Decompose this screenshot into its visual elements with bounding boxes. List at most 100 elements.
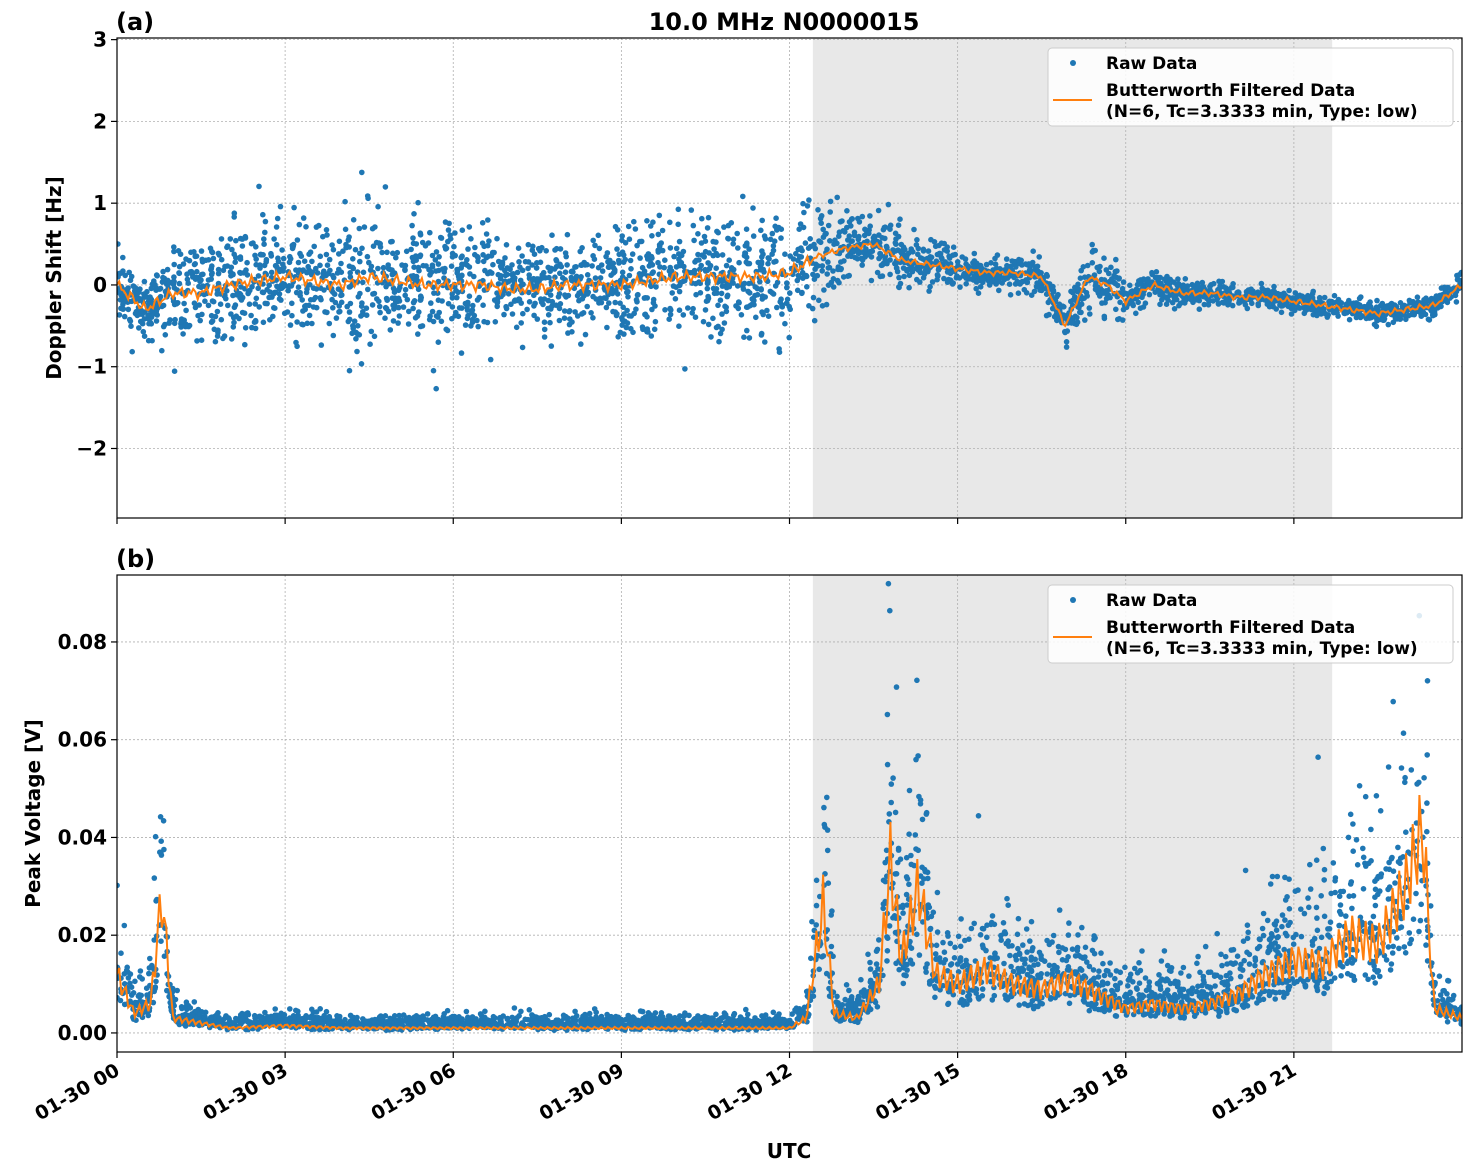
raw-point <box>610 309 616 315</box>
raw-point <box>118 306 124 312</box>
raw-point <box>356 294 362 300</box>
raw-point <box>225 303 231 309</box>
raw-point <box>804 284 810 290</box>
raw-point <box>428 300 434 306</box>
raw-point <box>596 233 602 239</box>
raw-point <box>177 281 183 287</box>
raw-point <box>412 298 418 304</box>
raw-point <box>219 236 225 242</box>
raw-point <box>152 282 158 288</box>
y-tick-label: 0 <box>93 273 107 297</box>
raw-point <box>556 294 562 300</box>
raw-point <box>602 295 608 301</box>
raw-point <box>1159 958 1165 964</box>
raw-point <box>252 253 258 259</box>
raw-point <box>951 244 957 250</box>
raw-point <box>631 311 637 317</box>
raw-point <box>348 301 354 307</box>
raw-point <box>1113 269 1119 275</box>
raw-point <box>231 315 237 321</box>
raw-point <box>365 254 371 260</box>
raw-point <box>657 264 663 270</box>
raw-point <box>1097 293 1103 299</box>
raw-point <box>1386 322 1392 328</box>
legend-entry: Raw Data <box>1106 54 1197 74</box>
raw-point <box>189 269 195 275</box>
raw-point <box>971 921 977 927</box>
raw-point <box>452 230 458 236</box>
raw-point <box>1265 301 1271 307</box>
raw-point <box>1044 272 1050 278</box>
raw-point <box>1283 931 1289 937</box>
raw-point <box>1338 902 1344 908</box>
raw-point <box>231 324 237 330</box>
raw-point <box>1027 938 1033 944</box>
raw-point <box>552 247 558 253</box>
raw-point <box>359 300 365 306</box>
raw-point <box>887 225 893 231</box>
raw-point <box>458 255 464 261</box>
y-axis-label: Doppler Shift [Hz] <box>42 176 66 380</box>
raw-point <box>1089 242 1095 248</box>
raw-point <box>793 251 799 257</box>
raw-point <box>1047 963 1053 969</box>
raw-point <box>901 274 907 280</box>
raw-point <box>516 245 522 251</box>
raw-point <box>1008 292 1014 298</box>
raw-point <box>510 311 516 317</box>
raw-point <box>633 226 639 232</box>
raw-point <box>762 339 768 345</box>
raw-point <box>1030 248 1036 254</box>
raw-point <box>876 208 882 214</box>
raw-point <box>1029 292 1035 298</box>
raw-point <box>856 237 862 243</box>
raw-point <box>720 252 726 258</box>
raw-point <box>816 967 822 973</box>
raw-point <box>418 297 424 303</box>
raw-point <box>656 249 662 255</box>
raw-point <box>1286 288 1292 294</box>
raw-point <box>518 300 524 306</box>
raw-point <box>209 270 215 276</box>
raw-point <box>212 327 218 333</box>
x-axis-label: UTC <box>767 1139 812 1163</box>
raw-point <box>1007 281 1013 287</box>
raw-point <box>637 255 643 261</box>
raw-point <box>1203 944 1209 950</box>
raw-point <box>122 314 128 320</box>
raw-point <box>1044 971 1050 977</box>
raw-point <box>592 256 598 262</box>
raw-point <box>465 316 471 322</box>
raw-point <box>327 268 333 274</box>
raw-point <box>1445 978 1451 984</box>
raw-point <box>142 316 148 322</box>
raw-point <box>384 296 390 302</box>
raw-point <box>1121 279 1127 285</box>
raw-point <box>1062 330 1068 336</box>
raw-point <box>576 290 582 296</box>
raw-point <box>518 320 524 326</box>
raw-point <box>955 961 961 967</box>
raw-point <box>1409 937 1415 943</box>
raw-point <box>219 317 225 323</box>
raw-point <box>480 252 486 258</box>
raw-point <box>218 301 224 307</box>
raw-point <box>166 320 172 326</box>
raw-point <box>796 273 802 279</box>
raw-point <box>261 241 267 247</box>
raw-point <box>744 328 750 334</box>
raw-point <box>818 216 824 222</box>
raw-point <box>1418 918 1424 924</box>
raw-point <box>539 299 545 305</box>
raw-point <box>600 268 606 274</box>
raw-point <box>620 270 626 276</box>
raw-point <box>1130 303 1136 309</box>
raw-point <box>1425 678 1431 684</box>
raw-point <box>158 838 164 844</box>
raw-point <box>324 252 330 258</box>
raw-point <box>230 293 236 299</box>
raw-point <box>183 256 189 262</box>
raw-point <box>1170 300 1176 306</box>
y-tick-label: 0.04 <box>58 825 107 849</box>
raw-point <box>959 254 965 260</box>
